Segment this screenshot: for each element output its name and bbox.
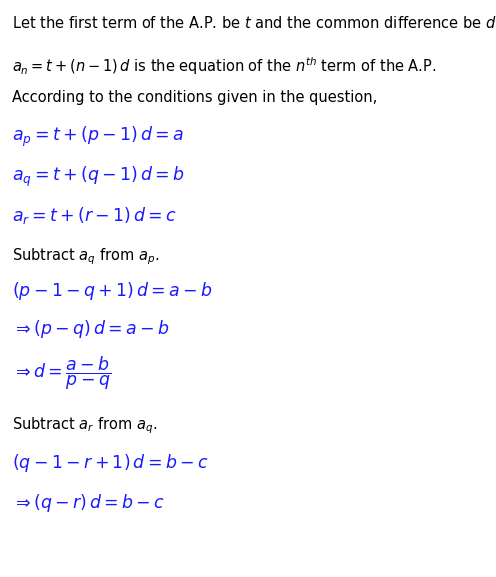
Text: $(q-1-r+1)\,d = b-c$: $(q-1-r+1)\,d = b-c$ bbox=[12, 452, 209, 474]
Text: $(p-1-q+1)\,d = a-b$: $(p-1-q+1)\,d = a-b$ bbox=[12, 280, 213, 302]
Text: $a_p = t + (p-1)\,d = a$: $a_p = t + (p-1)\,d = a$ bbox=[12, 125, 184, 149]
Text: $\Rightarrow (p-q)\,d = a-b$: $\Rightarrow (p-q)\,d = a-b$ bbox=[12, 318, 170, 340]
Text: $a_n = t + (n-1)\,d$ is the equation of the $n^{th}$ term of the A.P.: $a_n = t + (n-1)\,d$ is the equation of … bbox=[12, 55, 436, 77]
Text: $a_q = t + (q-1)\,d = b$: $a_q = t + (q-1)\,d = b$ bbox=[12, 165, 185, 189]
Text: $a_r = t + (r-1)\,d = c$: $a_r = t + (r-1)\,d = c$ bbox=[12, 205, 177, 226]
Text: $\Rightarrow (q-r)\,d = b-c$: $\Rightarrow (q-r)\,d = b-c$ bbox=[12, 492, 165, 514]
Text: According to the conditions given in the question,: According to the conditions given in the… bbox=[12, 90, 377, 105]
Text: Subtract $a_q$ from $a_p$.: Subtract $a_q$ from $a_p$. bbox=[12, 246, 160, 267]
Text: Subtract $a_r$ from $a_q$.: Subtract $a_r$ from $a_q$. bbox=[12, 415, 157, 436]
Text: $\Rightarrow d = \dfrac{a-b}{p-q}$: $\Rightarrow d = \dfrac{a-b}{p-q}$ bbox=[12, 355, 111, 392]
Text: Let the first term of the A.P. be $\mathit{t}$ and the common difference be $\ma: Let the first term of the A.P. be $\math… bbox=[12, 15, 496, 31]
